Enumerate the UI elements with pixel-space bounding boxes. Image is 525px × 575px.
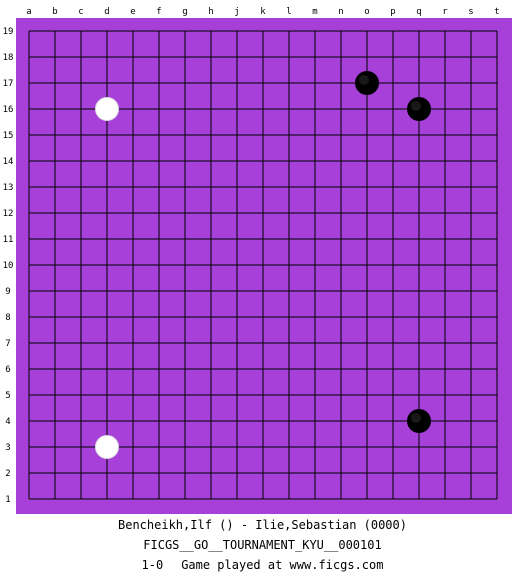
black-stone <box>407 97 431 121</box>
row-label: 17 <box>3 79 14 89</box>
row-label: 19 <box>3 27 14 37</box>
players-line: Bencheikh,Ilf () - Ilie,Sebastian (0000) <box>118 518 407 532</box>
stone-highlight <box>98 438 110 450</box>
column-label: d <box>104 7 109 17</box>
row-label: 7 <box>5 339 10 349</box>
row-label: 13 <box>3 183 14 193</box>
row-label: 16 <box>3 105 14 115</box>
column-label: q <box>416 7 421 17</box>
row-label: 11 <box>3 235 14 245</box>
black-stone <box>407 409 431 433</box>
column-label: c <box>78 7 83 17</box>
column-label: m <box>312 7 317 17</box>
site-note: Game played at www.ficgs.com <box>181 558 384 572</box>
column-label: k <box>260 7 266 17</box>
row-label: 2 <box>5 469 10 479</box>
row-label: 9 <box>5 287 10 297</box>
column-label: a <box>26 7 31 17</box>
stone-highlight <box>411 413 421 423</box>
column-label: s <box>468 7 473 17</box>
row-label: 14 <box>3 157 14 167</box>
column-label: h <box>208 7 213 17</box>
row-label: 4 <box>5 417 10 427</box>
column-label: j <box>234 7 239 17</box>
row-label: 8 <box>5 313 10 323</box>
board-grid: a b c d e f g h j k l m n o p q r s t191817161514131211109… <box>3 7 500 505</box>
row-label: 12 <box>3 209 14 219</box>
column-label: r <box>442 7 448 17</box>
column-label: g <box>182 7 187 17</box>
column-label: b <box>52 7 57 17</box>
black-stone <box>355 71 379 95</box>
column-label: e <box>130 7 135 17</box>
row-label: 5 <box>5 391 10 401</box>
row-label: 1 <box>5 495 10 505</box>
stone-highlight <box>359 75 369 85</box>
column-label: o <box>364 7 369 17</box>
result-line: 1-0 Game played at www.ficgs.com <box>0 558 525 572</box>
game-result: 1-0 <box>141 558 164 572</box>
column-label: p <box>390 7 395 17</box>
column-label: n <box>338 7 343 17</box>
stone-highlight <box>98 100 110 112</box>
row-label: 6 <box>5 365 10 375</box>
column-label: f <box>156 7 161 17</box>
column-label: t <box>494 7 499 17</box>
stone-highlight <box>411 101 421 111</box>
row-label: 18 <box>3 53 14 63</box>
row-label: 3 <box>5 443 10 453</box>
row-label: 15 <box>3 131 14 141</box>
column-label: l <box>286 7 291 17</box>
row-label: 10 <box>3 261 14 271</box>
event-name: FICGS__GO__TOURNAMENT_KYU__000101 <box>143 538 382 552</box>
